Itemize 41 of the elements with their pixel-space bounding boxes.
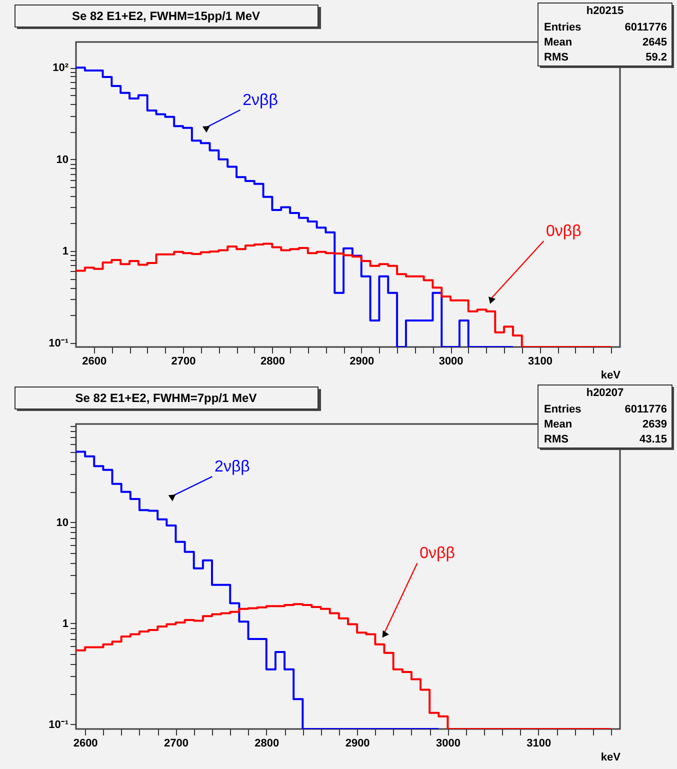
- y-tick-label: 10: [56, 516, 68, 529]
- x-tick-label: 2700: [171, 356, 196, 368]
- x-tick-label: 3100: [526, 738, 552, 750]
- text: 2645: [642, 36, 667, 48]
- text: h20207: [586, 387, 624, 399]
- text: 59.2: [646, 52, 667, 64]
- y-tick-label: 1: [62, 246, 68, 258]
- x-tick-label: 2800: [254, 738, 280, 750]
- text: 2639: [642, 418, 667, 430]
- x-tick-label: 2800: [260, 356, 285, 368]
- x-axis-title: keV: [600, 370, 622, 382]
- chart-title: Se 82 E1+E2, FWHM=7pp/1 MeV: [75, 391, 257, 405]
- annotation: Mean: [544, 418, 572, 430]
- text: 43.15: [639, 434, 667, 446]
- x-tick-label: 3000: [436, 738, 460, 750]
- annotation: 0νββ: [420, 545, 455, 562]
- annotation: Mean: [544, 36, 572, 48]
- y-tick-label: 10⁻¹: [48, 718, 69, 731]
- x-tick-label: 2600: [82, 356, 107, 368]
- y-tick-label: 1: [62, 618, 68, 630]
- y-tick-label: 10: [56, 154, 68, 166]
- annotation: 2νββ: [242, 92, 278, 109]
- text: h20215: [586, 5, 624, 17]
- text: Entries: [544, 404, 582, 416]
- chart-title: Se 82 E1+E2, FWHM=15pp/1 MeV: [72, 9, 260, 23]
- y-tick-label: 10⁻¹: [48, 337, 69, 350]
- annotation: 0νββ: [546, 223, 582, 240]
- x-axis-title: keV: [600, 752, 622, 764]
- x-tick-label: 2900: [350, 356, 374, 368]
- x-tick-label: 3100: [528, 356, 552, 368]
- x-tick-label: 2700: [164, 738, 188, 750]
- annotation: RMS: [544, 52, 568, 64]
- annotation: RMS: [544, 434, 568, 446]
- text: 6011776: [624, 404, 667, 416]
- x-tick-label: 3000: [438, 356, 464, 368]
- x-tick-label: 2600: [73, 738, 98, 750]
- text: 6011776: [624, 22, 667, 34]
- annotation: 2νββ: [214, 458, 250, 476]
- y-tick-label: 10²: [52, 62, 69, 74]
- x-tick-label: 2900: [345, 738, 370, 750]
- text: Entries: [544, 22, 582, 34]
